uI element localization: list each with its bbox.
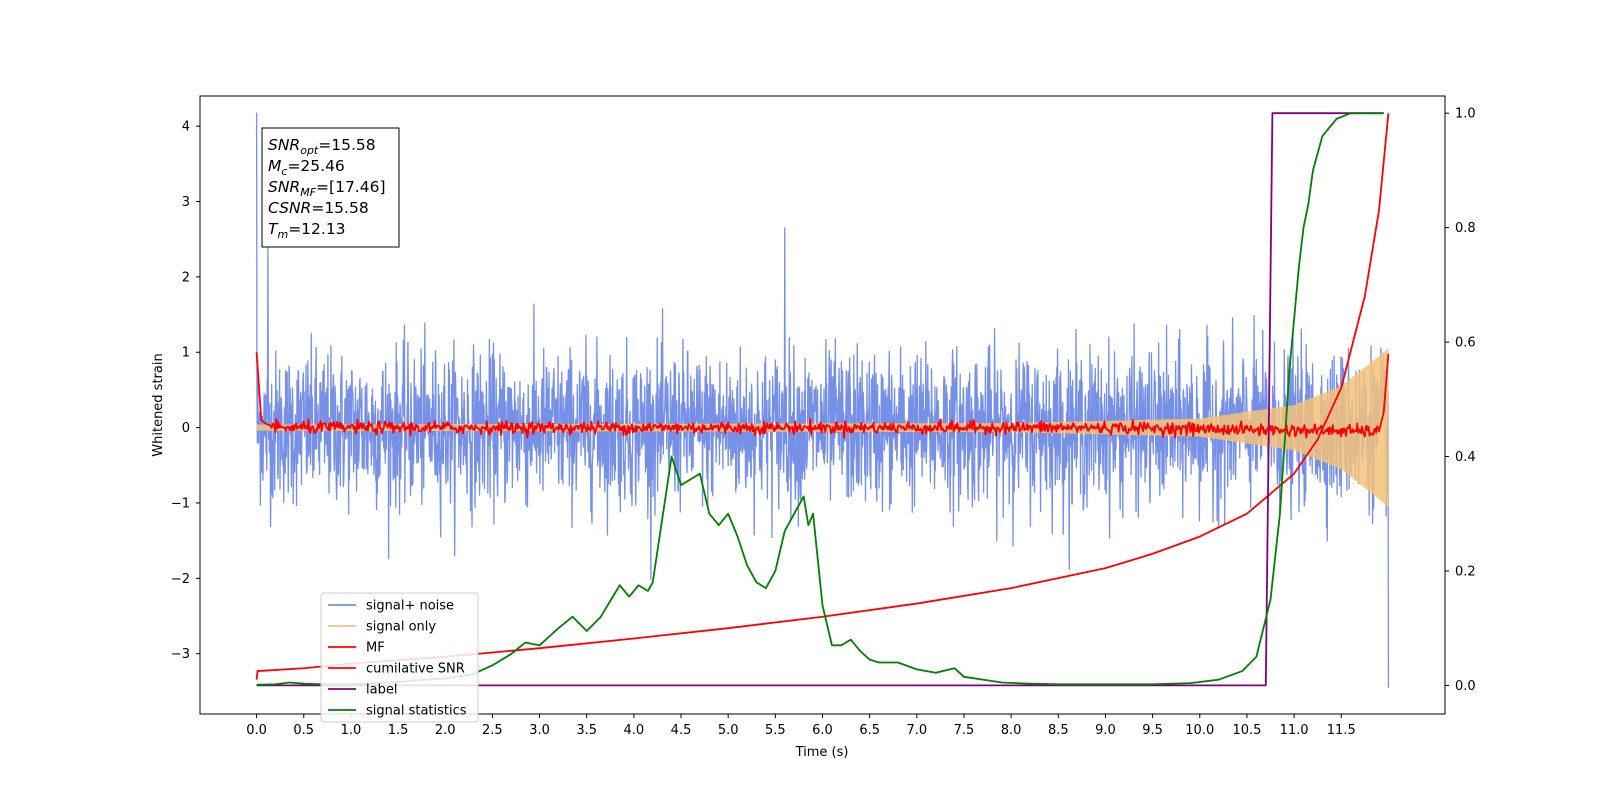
- annotation-symbol: T: [268, 220, 279, 238]
- annotation-subscript: MF: [300, 186, 316, 199]
- x-tick-label: 4.0: [624, 723, 645, 738]
- x-axis-ticks: 0.0 0.5 1.0 1.5 2.0 2.5 3.0 3.5 4.0 4.5 5.0 5.5 6.0 6…: [246, 714, 1356, 738]
- series-line-label: [256, 112, 1384, 687]
- legend: signal+ noise signal only MF cumilative SNR…: [320, 592, 479, 723]
- annotation-value: =15.58: [318, 136, 375, 154]
- y-tick-label: −1: [171, 496, 190, 511]
- x-tick-label: 6.5: [859, 723, 880, 738]
- y-axis-label: Whitened strain: [151, 353, 166, 456]
- y2-tick-label: 1.0: [1455, 107, 1476, 122]
- y-tick-label: −3: [171, 647, 190, 662]
- y2-axis-ticks: 0.0 0.2 0.4 0.6 0.8 1.0: [1445, 107, 1476, 694]
- annotation-line: CSNR=15.58: [268, 199, 369, 217]
- x-tick-label: 1.0: [341, 723, 362, 738]
- x-tick-label: 2.5: [482, 723, 503, 738]
- annotation-frame: [261, 127, 400, 248]
- x-tick-label: 9.5: [1142, 723, 1163, 738]
- annotation-value: =[17.46]: [316, 178, 385, 196]
- x-tick-label: 4.5: [671, 723, 692, 738]
- x-tick-label: 3.5: [576, 723, 597, 738]
- y-tick-label: 0: [182, 421, 190, 436]
- y-axis-ticks: −3 −2 −1 0 1 2 3 4: [171, 120, 200, 662]
- x-tick-label: 8.0: [1001, 723, 1022, 738]
- x-tick-label: 5.0: [718, 723, 739, 738]
- x-tick-label: 3.0: [529, 723, 550, 738]
- x-tick-label: 11.5: [1327, 723, 1356, 738]
- annotation-line: Tm=12.13: [268, 220, 346, 241]
- legend-frame: [320, 592, 479, 723]
- annotation-subscript: opt: [300, 144, 319, 157]
- x-tick-label: 8.5: [1048, 723, 1069, 738]
- annotation-subscript: c: [281, 165, 287, 178]
- x-tick-label: 7.5: [954, 723, 975, 738]
- x-axis-label: Time (s): [795, 745, 849, 760]
- x-tick-label: 1.5: [388, 723, 409, 738]
- y-tick-label: 1: [182, 346, 190, 361]
- annotation-symbol: SNR: [268, 178, 300, 196]
- annotation-line: SNRMF=[17.46]: [268, 178, 386, 199]
- annotation-box: SNRopt=15.58Mc=25.46SNRMF=[17.46]CSNR=15…: [261, 127, 400, 248]
- x-tick-label: 5.5: [765, 723, 786, 738]
- annotation-symbol: SNR: [268, 136, 300, 154]
- annotation-value: =15.58: [311, 199, 368, 217]
- annotation-subscript: m: [277, 228, 288, 241]
- x-tick-label: 10.0: [1185, 723, 1214, 738]
- annotation-value: =25.46: [287, 157, 344, 175]
- y2-tick-label: 0.0: [1455, 679, 1476, 694]
- x-tick-label: 0.5: [293, 723, 314, 738]
- series-line-mf: [255, 352, 1390, 439]
- y2-tick-label: 0.2: [1455, 564, 1476, 579]
- y-tick-label: −2: [171, 572, 190, 587]
- y2-tick-label: 0.4: [1455, 450, 1476, 465]
- annotation-symbol: M: [268, 157, 281, 175]
- x-tick-label: 11.0: [1280, 723, 1309, 738]
- legend-label: signal statistics: [366, 704, 467, 719]
- x-tick-label: 0.0: [246, 723, 267, 738]
- annotation-line: SNRopt=15.58: [268, 136, 376, 157]
- annotation-line: Mc=25.46: [268, 157, 345, 178]
- annotation-symbol: CSNR: [268, 199, 311, 217]
- legend-label: label: [366, 683, 397, 698]
- x-tick-label: 10.5: [1232, 723, 1261, 738]
- y-tick-label: 4: [182, 120, 190, 135]
- x-tick-label: 9.0: [1095, 723, 1116, 738]
- y2-tick-label: 0.8: [1455, 221, 1476, 236]
- x-tick-label: 6.0: [812, 723, 833, 738]
- legend-label: signal only: [366, 620, 436, 635]
- y-tick-label: 2: [182, 270, 190, 285]
- legend-label: signal+ noise: [366, 599, 454, 614]
- series-line-signal-statistics: [256, 112, 1384, 686]
- legend-label: MF: [366, 641, 385, 656]
- y-tick-label: 3: [182, 195, 190, 210]
- x-tick-label: 7.0: [906, 723, 927, 738]
- legend-label: cumilative SNR: [366, 662, 465, 677]
- x-tick-label: 2.0: [435, 723, 456, 738]
- y2-tick-label: 0.6: [1455, 336, 1476, 351]
- annotation-value: =12.13: [288, 220, 345, 238]
